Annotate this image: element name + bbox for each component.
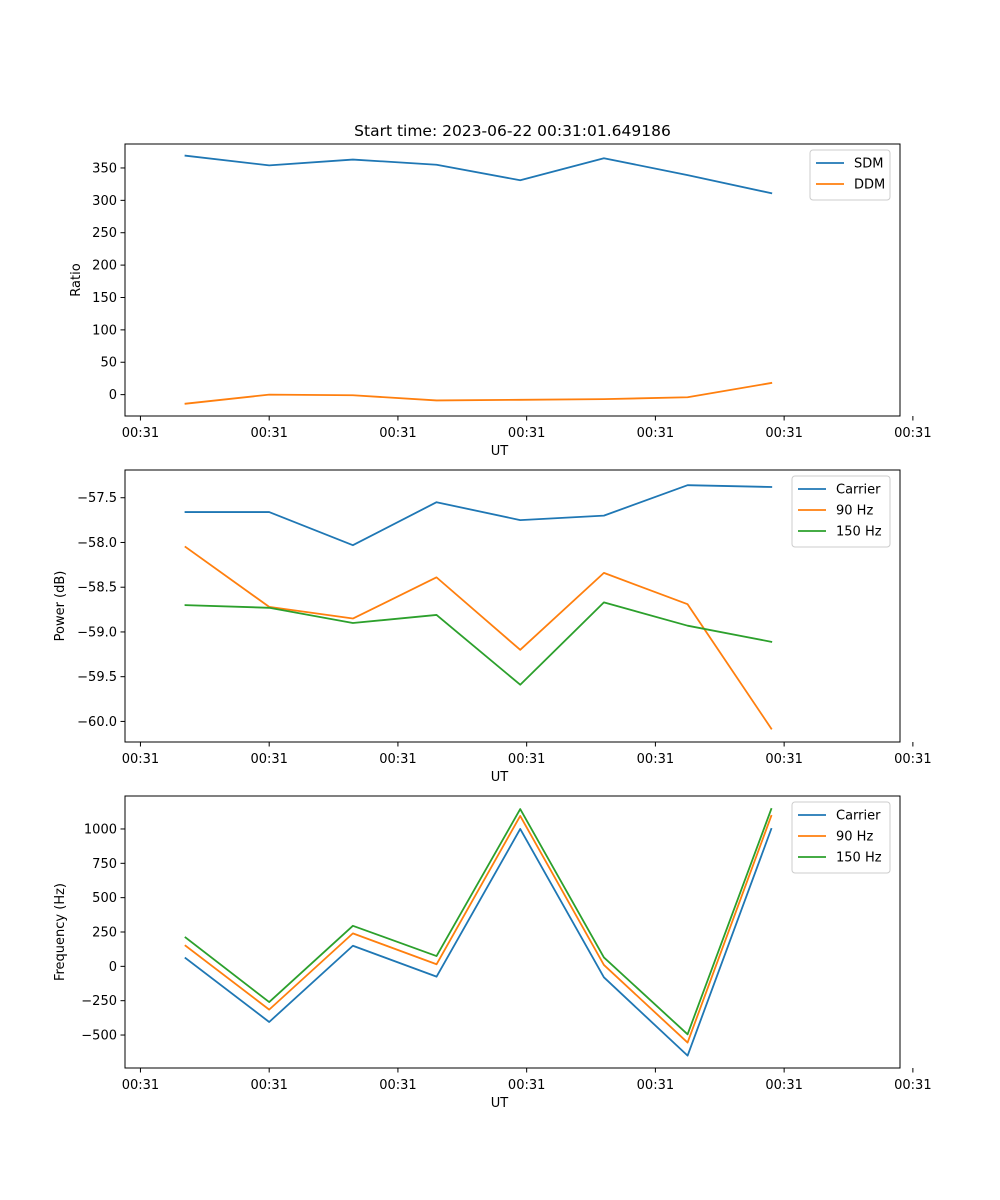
x-axis-label: UT (491, 770, 509, 785)
x-axis-label: UT (491, 444, 509, 459)
legend-box (791, 801, 891, 874)
x-tick-label: 00:31 (379, 426, 416, 441)
legend: Carrier 90 Hz 150 Hz (791, 475, 891, 548)
series-line-90-hz (184, 814, 773, 1044)
y-tick-label: 0 (109, 960, 117, 975)
x-tick-label: 00:31 (637, 426, 674, 441)
x-tick-label: 00:31 (250, 1078, 287, 1093)
plot-frame (124, 143, 901, 417)
x-tick-label: 00:31 (508, 426, 545, 441)
y-tick-label: 100 (92, 323, 117, 338)
y-tick-label: −250 (81, 994, 117, 1009)
legend-label: DDM (854, 178, 885, 193)
legend-label: 90 Hz (836, 830, 873, 845)
x-tick-label: 00:31 (894, 1078, 931, 1093)
y-tick-label: 500 (92, 891, 117, 906)
y-tick-label: 350 (92, 161, 117, 176)
y-axis-label: Power (dB) (53, 571, 68, 642)
legend-label: Carrier (836, 483, 881, 498)
y-tick-label: 50 (100, 356, 117, 371)
y-tick-label: 200 (92, 259, 117, 274)
y-axis-label: Ratio (69, 263, 84, 296)
legend-label: Carrier (836, 809, 881, 824)
y-tick-label: −58.5 (77, 581, 117, 596)
series-line-150-hz (184, 601, 773, 686)
x-tick-label: 00:31 (637, 1078, 674, 1093)
x-tick-label: 00:31 (637, 752, 674, 767)
y-tick-label: −60.0 (77, 715, 117, 730)
subplot-2: 00:3100:3100:3100:3100:3100:3100:3100:32… (53, 469, 932, 785)
x-tick-label: 00:31 (765, 1078, 802, 1093)
y-tick-label: −57.5 (77, 491, 117, 506)
y-tick-label: 750 (92, 857, 117, 872)
x-axis-label: UT (491, 1096, 509, 1111)
legend-label: 150 Hz (836, 525, 882, 540)
x-tick-label: 00:31 (379, 752, 416, 767)
legend: Carrier 90 Hz 150 Hz (791, 801, 891, 874)
series-line-carrier (184, 484, 773, 547)
chart-title: Start time: 2023-06-22 00:31:01.649186 (354, 122, 671, 140)
x-tick-label: 00:31 (765, 426, 802, 441)
legend: SDM DDM (809, 149, 891, 201)
series-line-carrier (184, 827, 773, 1057)
y-tick-label: −59.0 (77, 625, 117, 640)
subplot-1: 00:3100:3100:3100:3100:3100:3100:3100:32… (69, 143, 932, 459)
x-tick-label: 00:31 (122, 752, 159, 767)
y-tick-label: 0 (109, 388, 117, 403)
subplot-3: 00:3100:3100:3100:3100:3100:3100:3100:32… (53, 795, 932, 1111)
y-tick-label: 150 (92, 291, 117, 306)
y-tick-label: −58.0 (77, 536, 117, 551)
x-tick-label: 00:31 (894, 426, 931, 441)
x-tick-label: 00:31 (122, 1078, 159, 1093)
x-tick-label: 00:31 (250, 426, 287, 441)
x-tick-label: 00:31 (379, 1078, 416, 1093)
series-line-150-hz (184, 807, 773, 1036)
plot-frame (124, 469, 901, 743)
x-tick-label: 00:31 (250, 752, 287, 767)
series-line-sdm (184, 154, 773, 195)
y-tick-label: −59.5 (77, 670, 117, 685)
y-tick-label: −500 (81, 1029, 117, 1044)
subplots: 00:3100:3100:3100:3100:3100:3100:3100:32… (53, 143, 932, 1111)
series-line-ddm (184, 381, 773, 405)
x-tick-label: 00:31 (508, 752, 545, 767)
legend-label: 90 Hz (836, 504, 873, 519)
y-tick-label: 250 (92, 226, 117, 241)
y-tick-label: 250 (92, 926, 117, 941)
x-tick-label: 00:31 (122, 426, 159, 441)
y-tick-label: 300 (92, 194, 117, 209)
x-tick-label: 00:31 (765, 752, 802, 767)
x-tick-label: 00:31 (894, 752, 931, 767)
x-tick-label: 00:31 (508, 1078, 545, 1093)
legend-box (791, 475, 891, 548)
y-axis-label: Frequency (Hz) (53, 883, 68, 981)
legend-label: 150 Hz (836, 851, 882, 866)
y-tick-label: 1000 (84, 822, 117, 837)
series-line-90-hz (184, 545, 773, 730)
legend-label: SDM (854, 157, 883, 172)
